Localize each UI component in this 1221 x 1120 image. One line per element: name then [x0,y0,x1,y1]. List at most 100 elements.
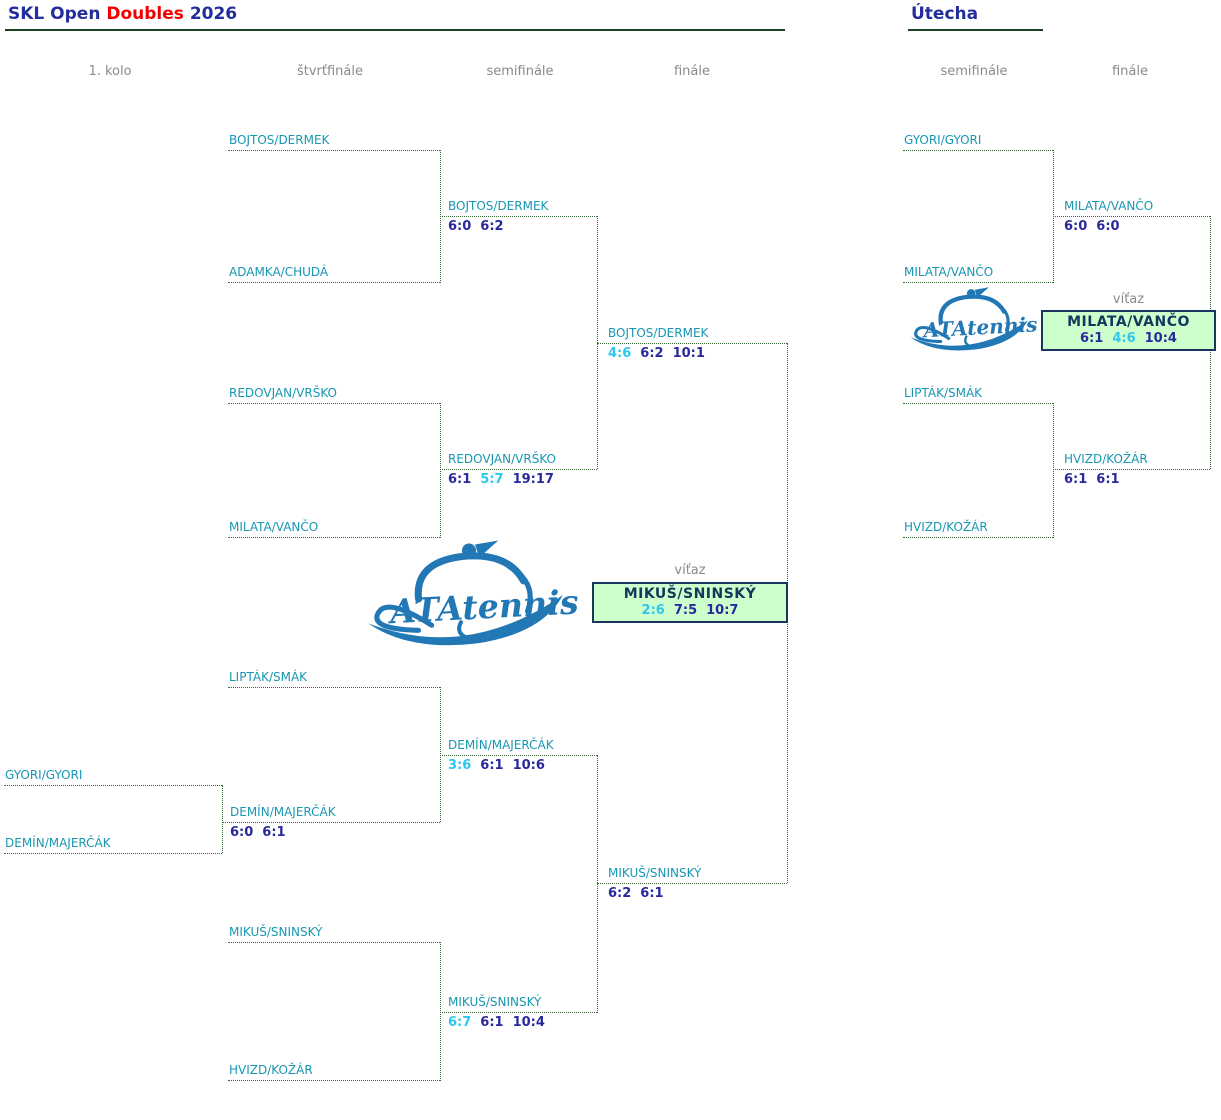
team-name: BOJTOS/DERMEK [597,326,787,344]
round-label-1kolo: 1. kolo [88,64,132,79]
team-name: DEMÍN/MAJERČÁK [222,805,440,823]
bracket-slot-qf2-team2: MILATA/VANČO [228,520,440,538]
set-score: 6:1 [262,825,286,840]
connector-line [597,755,598,1013]
set-score: 10:4 [1144,331,1177,346]
set-score: 6:2 [608,886,632,901]
connector-line [1053,403,1054,538]
team-name: HVIZD/KOŽÁR [228,1063,440,1081]
bracket-slot-final-team2: MIKUŠ/SNINSKÝ 6:2 6:1 [597,866,787,901]
set-score: 10:1 [672,346,705,361]
team-name: MILATA/VANČO [228,520,440,538]
connector-line [222,785,223,853]
match-score: 6:0 6:0 [1053,219,1210,234]
connector-line [440,942,441,1081]
bracket-slot-sf1-team2: REDOVJAN/VRŠKO 6:1 5:7 19:17 [440,452,597,487]
set-score: 10:4 [512,1015,545,1030]
match-score: 6:1 6:1 [1053,472,1210,487]
set-score: 6:1 [1064,472,1088,487]
bracket-slot-final-team1: BOJTOS/DERMEK 4:6 6:2 10:1 [597,326,787,361]
main-title: SKL Open Doubles 2026 [5,2,785,31]
connector-line [597,216,598,469]
set-score: 6:2 [640,346,664,361]
match-score: 4:6 6:2 10:1 [597,346,787,361]
winner-team-name: MIKUŠ/SNINSKÝ [623,586,757,602]
round-label-utecha-finale: finále [1111,64,1148,79]
team-name: MILATA/VANČO [903,265,1053,283]
team-name: HVIZD/KOŽÁR [903,520,1053,538]
winner-score: 2:6 7:5 10:7 [594,603,786,618]
set-score: 6:1 [448,472,472,487]
set-score: 4:6 [608,346,632,361]
winner-caption: víťaz [1112,292,1145,307]
set-score: 19:17 [512,472,554,487]
team-name: MILATA/VANČO [1053,199,1210,217]
bracket-slot-qf1-team1: BOJTOS/DERMEK [228,133,440,151]
set-score: 6:0 [230,825,254,840]
set-score: 5:7 [480,472,504,487]
bracket-slot-qf3-team2-winner: DEMÍN/MAJERČÁK 6:0 6:1 [222,805,440,840]
team-name: GYORI/GYORI [4,768,222,786]
match-score: 6:1 5:7 19:17 [440,472,597,487]
consolation-winner-box: MILATA/VANČO 6:1 4:6 10:4 [1041,310,1216,351]
team-name: LIPTÁK/SMÁK [228,670,440,688]
team-name: GYORI/GYORI [903,133,1053,151]
team-name: ADAMKA/CHUDÁ [228,265,440,283]
team-name: MIKUŠ/SNINSKÝ [440,995,597,1013]
set-score: 6:1 [640,886,664,901]
team-name: REDOVJAN/VRŠKO [228,386,440,404]
match-score: 3:6 6:1 10:6 [440,758,597,773]
bracket-slot-cons-final-team2: HVIZD/KOŽÁR 6:1 6:1 [1053,452,1210,487]
bracket-slot-sf1-team1: BOJTOS/DERMEK 6:0 6:2 [440,199,597,234]
bracket-slot-qf3-team1: LIPTÁK/SMÁK [228,670,440,688]
bracket-slot-r1-team2: DEMÍN/MAJERČÁK [4,836,222,854]
atatennis-logo: ATAtennis [368,540,578,646]
set-score: 6:2 [480,219,504,234]
team-name: DEMÍN/MAJERČÁK [4,836,222,854]
team-name: HVIZD/KOŽÁR [1053,452,1210,470]
bracket-slot-sf2-team1: DEMÍN/MAJERČÁK 3:6 6:1 10:6 [440,738,597,773]
team-name: BOJTOS/DERMEK [440,199,597,217]
team-name: BOJTOS/DERMEK [228,133,440,151]
consolation-title: Útecha [908,2,1043,31]
team-name: REDOVJAN/VRŠKO [440,452,597,470]
match-score: 6:7 6:1 10:4 [440,1015,597,1030]
bracket-slot-cons-sf1-team2: MILATA/VANČO [903,265,1053,283]
bracket-slot-sf2-team2: MIKUŠ/SNINSKÝ 6:7 6:1 10:4 [440,995,597,1030]
connector-line [440,687,441,822]
set-score: 10:7 [706,603,739,618]
match-score: 6:0 6:2 [440,219,597,234]
round-label-semifinale: semifinále [486,64,554,79]
main-winner-box: MIKUŠ/SNINSKÝ 2:6 7:5 10:7 [592,582,788,623]
bracket-slot-qf1-team2: ADAMKA/CHUDÁ [228,265,440,283]
bracket-slot-qf4-team2: HVIZD/KOŽÁR [228,1063,440,1081]
set-score: 2:6 [641,603,665,618]
atatennis-logo-small: ATAtennis [910,287,1037,351]
team-name: LIPTÁK/SMÁK [903,386,1053,404]
title-part-3: 2026 [189,4,238,24]
title-part-2: Doubles [106,4,184,24]
set-score: 6:0 [448,219,472,234]
set-score: 10:6 [512,758,545,773]
title-part-1: SKL Open [8,4,101,24]
bracket-slot-cons-final-team1: MILATA/VANČO 6:0 6:0 [1053,199,1210,234]
team-name: MIKUŠ/SNINSKÝ [597,866,787,884]
team-name: MIKUŠ/SNINSKÝ [228,925,440,943]
bracket-slot-cons-sf2-team1: LIPTÁK/SMÁK [903,386,1053,404]
round-label-utecha-semifinale: semifinále [940,64,1008,79]
set-score: 3:6 [448,758,472,773]
set-score: 7:5 [673,603,698,618]
match-score: 6:2 6:1 [597,886,787,901]
bracket-slot-qf2-team1: REDOVJAN/VRŠKO [228,386,440,404]
round-label-stvrtfinale: štvrťfinále [296,64,363,79]
set-score: 6:1 [480,758,504,773]
winner-caption: víťaz [674,563,706,578]
bracket-slot-qf4-team1: MIKUŠ/SNINSKÝ [228,925,440,943]
consolation-title-text: Útecha [911,4,979,24]
round-label-finale: finále [673,64,710,79]
winner-score: 6:1 4:6 10:4 [1043,331,1214,346]
winner-team-name: MILATA/VANČO [1067,314,1190,330]
match-score: 6:0 6:1 [222,825,440,840]
connector-line [440,403,441,538]
